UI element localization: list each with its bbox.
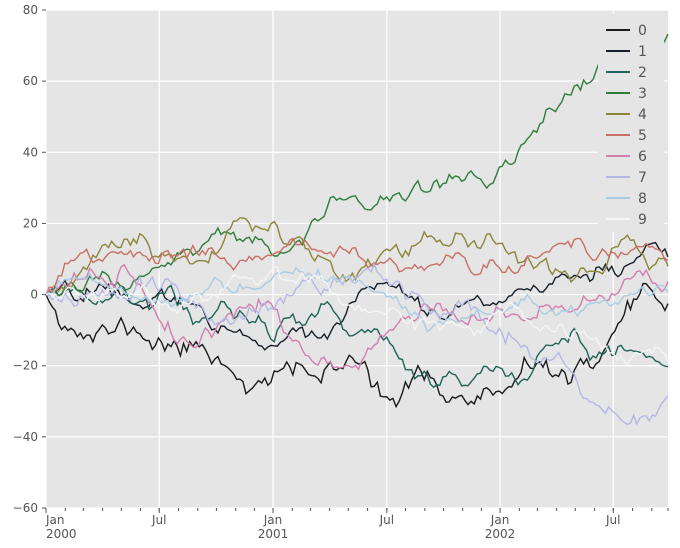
legend: 0 1 2 3 4 5 6 7 8 9 [598, 14, 664, 232]
x-tick-month: Jul [151, 513, 166, 527]
legend-label: 2 [638, 65, 647, 81]
y-tick-label: 60 [23, 74, 38, 88]
legend-label: 6 [638, 149, 647, 165]
legend-label: 5 [638, 128, 647, 144]
x-tick-month: Jan [45, 513, 65, 527]
x-tick-year: 2001 [258, 527, 289, 541]
legend-label: 7 [638, 170, 647, 186]
y-tick-label: 0 [30, 288, 38, 302]
legend-label: 4 [638, 107, 647, 123]
x-tick-month: Jul [605, 513, 620, 527]
y-tick-label: 80 [23, 3, 38, 17]
x-tick-month: Jan [263, 513, 283, 527]
legend-box [598, 14, 664, 232]
legend-label: 1 [638, 44, 647, 60]
x-tick-month: Jan [490, 513, 510, 527]
chart-container: −60−40−20020406080Jan2000Jan2001Jan2002J… [0, 0, 680, 548]
legend-label: 8 [638, 191, 647, 207]
timeseries-chart: −60−40−20020406080Jan2000Jan2001Jan2002J… [0, 0, 680, 548]
y-tick-label: −40 [13, 430, 38, 444]
y-tick-label: 20 [23, 216, 38, 230]
y-tick-label: 40 [23, 145, 38, 159]
legend-label: 9 [638, 212, 647, 228]
x-tick-year: 2000 [46, 527, 77, 541]
y-tick-label: −20 [13, 359, 38, 373]
x-tick-month: Jul [379, 513, 394, 527]
legend-label: 3 [638, 86, 647, 102]
x-tick-year: 2002 [485, 527, 516, 541]
legend-label: 0 [638, 23, 647, 39]
plot-area [46, 10, 668, 508]
y-tick-label: −60 [13, 501, 38, 515]
